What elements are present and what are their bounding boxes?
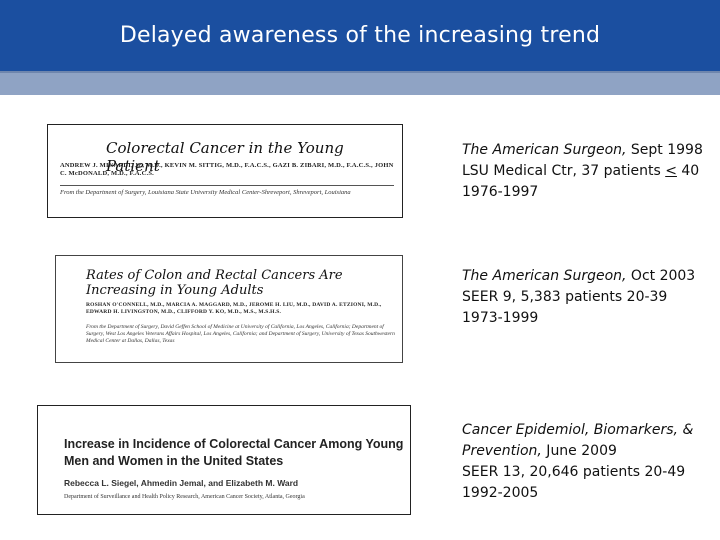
- citation-source-line: The American Surgeon, Oct 2003: [462, 266, 695, 287]
- clipping-affiliation: From the Department of Surgery, Louisian…: [60, 189, 351, 196]
- slide-header: Delayed awareness of the increasing tren…: [0, 0, 720, 71]
- citation-cohort-line: SEER 9, 5,383 patients 20-39: [462, 289, 668, 305]
- citation-years: 1973-1999: [462, 310, 539, 326]
- citation-years: 1976-1997: [462, 184, 539, 200]
- clipping-affiliation: From the Department of Surgery, David Ge…: [86, 324, 395, 344]
- citation-1998: The American Surgeon, Sept 1998 LSU Medi…: [462, 140, 703, 203]
- header-divider: [0, 71, 720, 73]
- citation-journal: The American Surgeon,: [462, 268, 627, 284]
- clipping-title: Increase in Incidence of Colorectal Canc…: [64, 437, 404, 468]
- slide-title: Delayed awareness of the increasing tren…: [119, 23, 601, 48]
- citation-2009: Cancer Epidemiol, Biomarkers, & Preventi…: [462, 420, 693, 504]
- clipping-affiliation: Department of Surveillance and Health Po…: [64, 494, 305, 500]
- citation-journal: The American Surgeon,: [462, 142, 627, 158]
- citation-2003: The American Surgeon, Oct 2003 SEER 9, 5…: [462, 266, 695, 329]
- clipping-rule: [60, 185, 394, 186]
- citation-journal: Cancer Epidemiol, Biomarkers, &: [462, 422, 694, 438]
- citation-date: Oct 2003: [626, 268, 696, 284]
- less-than-equal-symbol: <: [665, 163, 677, 179]
- clipping-title: Rates of Colon and Rectal Cancers Are In…: [86, 268, 343, 298]
- citation-source-line: Prevention, June 2009: [462, 441, 693, 462]
- citation-date: Sept 1998: [626, 142, 703, 158]
- header-band: [0, 71, 720, 95]
- clipping-authors: ANDREW J. MINARDI, Jr., M.D., KEVIN M. S…: [60, 162, 394, 177]
- citation-date: June 2009: [541, 443, 617, 459]
- clipping-title: Colorectal Cancer in the Young Patient: [106, 139, 344, 175]
- citation-cohort-line: SEER 13, 20,646 patients 20-49: [462, 464, 686, 480]
- citation-years: 1992-2005: [462, 485, 539, 501]
- article-clipping-1998: Colorectal Cancer in the Young Patient A…: [47, 124, 403, 218]
- article-clipping-2009: Increase in Incidence of Colorectal Canc…: [37, 405, 411, 515]
- article-clipping-2003: Rates of Colon and Rectal Cancers Are In…: [55, 255, 403, 363]
- citation-cohort-line: LSU Medical Ctr, 37 patients < 40: [462, 161, 703, 182]
- citation-source-line: The American Surgeon, Sept 1998: [462, 140, 703, 161]
- citation-journal-cont: Prevention,: [462, 443, 542, 459]
- clipping-authors: ROSHAN O'CONNELL, M.D., MARCIA A. MAGGAR…: [86, 302, 382, 315]
- citation-age-cutoff: 40: [676, 163, 700, 179]
- clipping-authors: Rebecca L. Siegel, Ahmedin Jemal, and El…: [64, 478, 299, 488]
- citation-cohort-text: LSU Medical Ctr, 37 patients: [462, 163, 666, 179]
